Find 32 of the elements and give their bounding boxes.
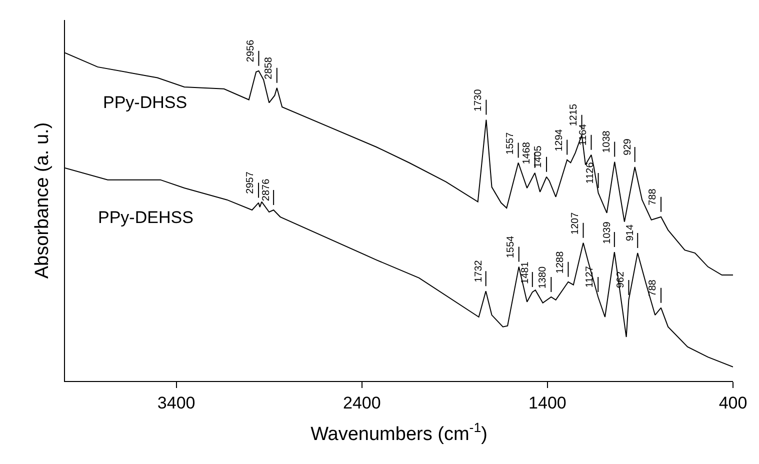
annotation: 1039 bbox=[602, 221, 613, 244]
series-label: PPy-DEHSS bbox=[98, 208, 194, 227]
annotation: 1554 bbox=[506, 235, 517, 258]
annotation: 788 bbox=[648, 188, 659, 206]
annotation: 1730 bbox=[472, 88, 484, 112]
annotation: 2858 bbox=[263, 56, 274, 80]
annotation: 1380 bbox=[538, 266, 549, 289]
annotation: 1207 bbox=[570, 212, 581, 235]
annotation: 1557 bbox=[505, 132, 516, 155]
series-label: PPy-DHSS bbox=[103, 93, 188, 112]
x-tick-label: 3400 bbox=[157, 393, 196, 412]
annotation: 788 bbox=[648, 279, 659, 296]
annotation: 1126 bbox=[584, 162, 596, 184]
x-tick-label: 400 bbox=[718, 393, 748, 412]
annotation: 1127 bbox=[584, 266, 596, 288]
annotation: 1481 bbox=[520, 261, 531, 284]
annotation: 2956 bbox=[245, 39, 256, 62]
annotation: 1732 bbox=[473, 260, 484, 282]
annotation: 1468 bbox=[521, 142, 532, 164]
y-axis-title: Absorbance (a. u.) bbox=[32, 122, 53, 279]
x-axis-title: Wavenumbers (cm$^{-1}$) bbox=[310, 420, 488, 446]
annotation: 2957 bbox=[245, 171, 256, 194]
annotation: 2876 bbox=[261, 178, 272, 202]
annotation: 1164 bbox=[578, 124, 589, 146]
annotation: 1288 bbox=[554, 250, 566, 274]
annotation: 914 bbox=[625, 224, 636, 242]
x-tick-label: 2400 bbox=[342, 393, 381, 412]
annotation: 1294 bbox=[554, 128, 565, 152]
annotation: 1215 bbox=[568, 103, 580, 126]
annotation: 929 bbox=[622, 138, 634, 156]
annotation: 1038 bbox=[601, 130, 612, 153]
x-tick-label: 1400 bbox=[528, 393, 566, 412]
